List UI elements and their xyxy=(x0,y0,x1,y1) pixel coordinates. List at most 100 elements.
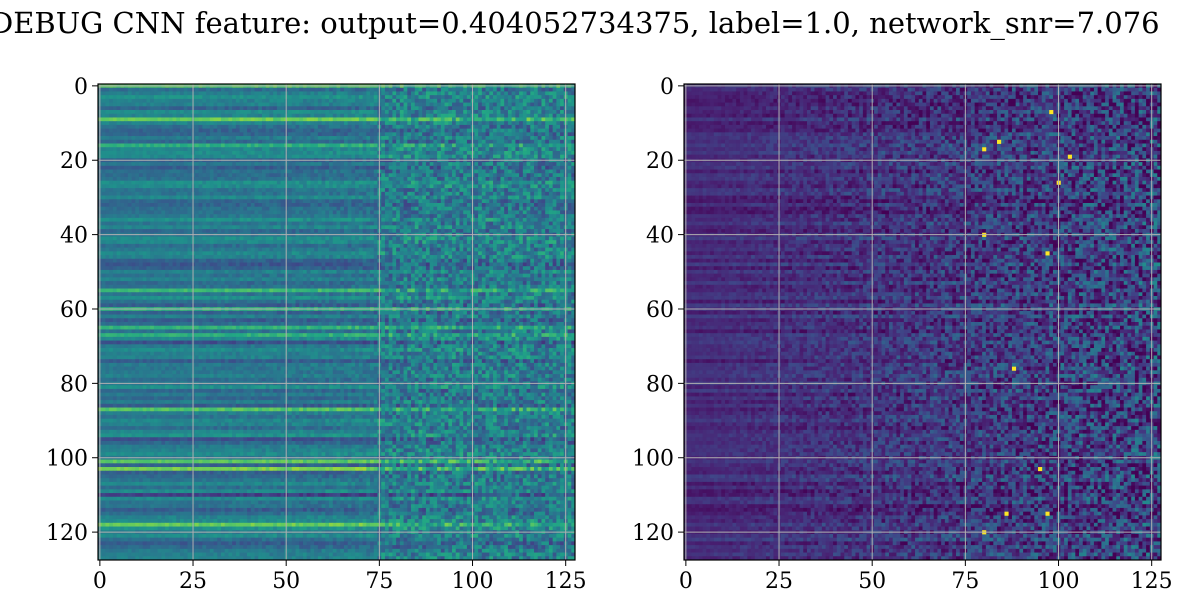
heatmap-cell xyxy=(366,154,371,159)
heatmap-cell xyxy=(351,147,356,152)
heatmap-cell xyxy=(142,188,147,193)
heatmap-cell xyxy=(127,150,132,156)
heatmap-cell xyxy=(124,98,129,103)
heatmap-cell xyxy=(209,191,214,196)
heatmap-cell xyxy=(552,121,557,126)
heatmap-cell xyxy=(228,87,233,92)
heatmap-cell xyxy=(265,117,270,122)
heatmap-cell xyxy=(437,210,442,215)
heatmap-cell xyxy=(280,106,285,111)
heatmap-cell xyxy=(347,206,352,211)
heatmap-cell xyxy=(131,180,136,185)
heatmap-cell xyxy=(321,191,326,196)
heatmap-cell xyxy=(493,154,498,159)
heatmap-cell xyxy=(500,147,505,152)
heatmap-cell xyxy=(355,191,360,196)
heatmap-cell xyxy=(295,128,300,133)
heatmap-cell xyxy=(552,150,557,156)
heatmap-cell xyxy=(455,199,460,204)
heatmap-cell xyxy=(433,95,438,100)
heatmap-cell xyxy=(481,106,486,111)
heatmap-cell xyxy=(444,217,449,222)
heatmap-cell xyxy=(500,214,505,219)
heatmap-cell xyxy=(526,210,531,215)
heatmap-cell xyxy=(370,124,375,130)
heatmap-cell xyxy=(131,132,136,137)
heatmap-cell xyxy=(407,95,412,100)
heatmap-cell xyxy=(325,91,330,96)
heatmap-cell xyxy=(165,95,170,100)
heatmap-cell xyxy=(358,210,363,215)
heatmap-cell xyxy=(373,214,378,219)
heatmap-cell xyxy=(560,203,565,208)
heatmap-cell xyxy=(466,203,472,208)
heatmap-cell xyxy=(273,147,278,152)
heatmap-cell xyxy=(440,180,445,185)
heatmap-cell xyxy=(332,139,337,144)
heatmap-cell xyxy=(146,128,151,133)
heatmap-cell xyxy=(247,225,252,230)
heatmap-cell xyxy=(351,184,356,189)
heatmap-cell xyxy=(403,199,408,204)
heatmap-cell xyxy=(165,169,170,174)
heatmap-cell xyxy=(220,199,226,204)
heatmap-cell xyxy=(138,113,144,118)
heatmap-cell xyxy=(332,203,337,208)
heatmap-cell xyxy=(355,210,360,215)
heatmap-cell xyxy=(194,132,200,137)
heatmap-cell xyxy=(437,98,442,103)
heatmap-cell xyxy=(530,176,535,182)
heatmap-cell xyxy=(329,162,334,167)
heatmap-cell xyxy=(306,132,311,137)
heatmap-cell xyxy=(336,195,341,200)
heatmap-cell xyxy=(276,214,282,219)
heatmap-cell xyxy=(265,176,270,182)
heatmap-cell xyxy=(276,113,282,118)
heatmap-cell xyxy=(485,113,490,118)
heatmap-cell xyxy=(101,154,106,159)
heatmap-cell xyxy=(194,91,200,96)
heatmap-cell xyxy=(541,184,546,189)
heatmap-cell xyxy=(198,191,203,196)
heatmap-cell xyxy=(466,195,472,200)
heatmap-cell xyxy=(101,143,106,148)
heatmap-cell xyxy=(444,173,449,178)
heatmap-cell xyxy=(258,176,263,182)
heatmap-cell xyxy=(254,165,259,170)
heatmap-cell xyxy=(306,176,311,182)
heatmap-cell xyxy=(507,176,513,182)
heatmap-cell xyxy=(302,206,308,211)
heatmap-cell xyxy=(183,91,188,96)
heatmap-cell xyxy=(101,221,106,226)
heatmap-cell xyxy=(135,136,140,141)
heatmap-cell xyxy=(481,169,486,174)
heatmap-cell xyxy=(295,203,300,208)
heatmap-cell xyxy=(120,203,125,208)
heatmap-cell xyxy=(120,173,125,178)
heatmap-cell xyxy=(135,162,140,167)
heatmap-cell xyxy=(407,188,412,193)
heatmap-cell xyxy=(332,95,337,100)
heatmap-cell xyxy=(291,180,296,185)
heatmap-cell xyxy=(526,184,531,189)
heatmap-cell xyxy=(478,87,483,92)
heatmap-cell xyxy=(273,124,278,130)
heatmap-cell xyxy=(340,91,345,96)
heatmap-cell xyxy=(165,98,170,103)
heatmap-cell xyxy=(120,143,125,148)
heatmap-cell xyxy=(250,191,255,196)
heatmap-cell xyxy=(452,124,457,130)
heatmap-cell xyxy=(325,98,330,103)
heatmap-cell xyxy=(530,173,535,178)
heatmap-cell xyxy=(179,121,185,126)
heatmap-cell xyxy=(116,121,121,126)
heatmap-cell xyxy=(463,173,468,178)
heatmap-cell xyxy=(258,128,263,133)
heatmap-cell xyxy=(455,87,460,92)
heatmap-cell xyxy=(269,221,274,226)
heatmap-cell xyxy=(250,180,255,185)
heatmap-cell xyxy=(541,165,546,170)
heatmap-cell xyxy=(224,191,229,196)
heatmap-cell xyxy=(511,102,516,107)
heatmap-cell xyxy=(280,173,285,178)
